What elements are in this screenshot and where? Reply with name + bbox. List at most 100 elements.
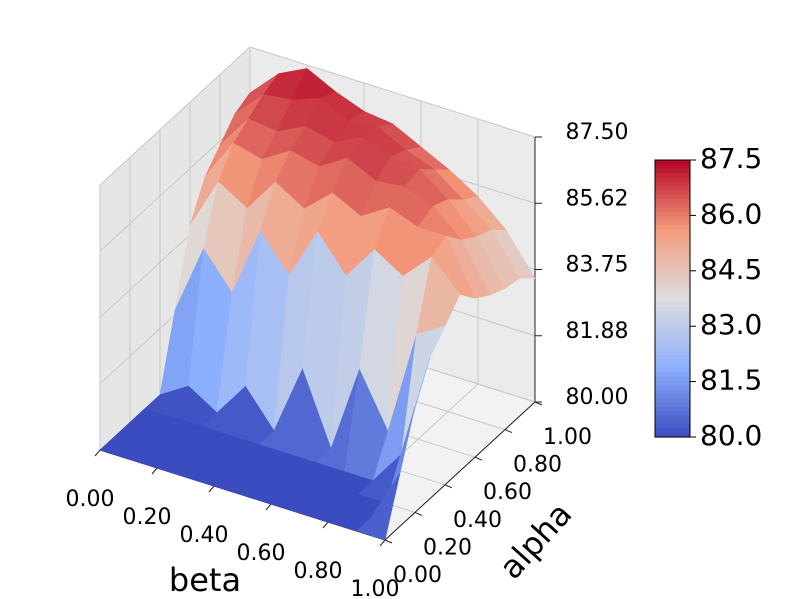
z-tick-label: 87.50 xyxy=(566,120,629,145)
x-tick xyxy=(94,449,101,457)
colorbar-segment xyxy=(655,207,690,213)
colorbar-segment xyxy=(655,385,690,390)
colorbar-segment xyxy=(655,376,690,382)
z-tick-label: 85.62 xyxy=(566,186,629,211)
colorbar-segment xyxy=(655,272,690,278)
colorbar-segment xyxy=(655,428,690,434)
colorbar-segment xyxy=(655,411,690,416)
colorbar-segment xyxy=(655,181,690,187)
colorbar-segment xyxy=(655,268,690,274)
colorbar-tick-label: 83.0 xyxy=(700,308,762,341)
colorbar-segment xyxy=(655,289,690,295)
colorbar-segment xyxy=(655,389,690,395)
y-tick-label: 0.80 xyxy=(513,453,562,478)
colorbar-tick-label: 87.5 xyxy=(700,142,762,175)
colorbar-segment xyxy=(655,354,690,360)
colorbar-segment xyxy=(655,164,690,170)
colorbar-tick-label: 86.0 xyxy=(700,197,762,230)
colorbar-segment xyxy=(655,237,690,243)
surface-facet xyxy=(355,473,401,541)
colorbar-segment xyxy=(655,359,690,365)
colorbar-segment xyxy=(655,315,690,321)
colorbar-segment xyxy=(655,424,690,429)
colorbar-segment xyxy=(655,160,690,165)
colorbar-segment xyxy=(655,324,690,330)
z-tick-label: 83.75 xyxy=(566,253,629,278)
x-tick-label: 0.40 xyxy=(180,523,229,548)
x-tick xyxy=(379,539,386,547)
colorbar-segment xyxy=(655,198,690,204)
colorbar-frame xyxy=(654,159,691,438)
colorbar-segment xyxy=(655,220,690,226)
y-axis-label: alpha xyxy=(492,495,580,586)
colorbar-segment xyxy=(655,307,690,313)
colorbar-segment xyxy=(655,285,690,291)
grid-line xyxy=(249,46,536,138)
x-tick-label: 0.80 xyxy=(294,559,343,584)
x-tick xyxy=(322,521,329,529)
y-tick xyxy=(384,539,393,544)
colorbar-segment xyxy=(655,320,690,326)
colorbar-segment xyxy=(655,281,690,287)
colorbar-segment xyxy=(655,294,690,300)
x-axis-label: beta xyxy=(169,561,241,599)
colorbar-segment xyxy=(655,177,690,183)
y-tick xyxy=(474,456,483,461)
y-tick-label: 0.40 xyxy=(453,508,502,533)
colorbar-segment xyxy=(655,393,690,399)
colorbar-segment xyxy=(655,333,690,339)
colorbar-tick-label: 84.5 xyxy=(700,253,762,286)
y-tick-label: 0.20 xyxy=(423,535,472,560)
x-tick-label: 0.60 xyxy=(237,541,286,566)
x-tick xyxy=(208,485,215,493)
colorbar-segment xyxy=(655,194,690,200)
colorbar-segment xyxy=(655,363,690,369)
colorbar-segment xyxy=(655,402,690,408)
y-tick xyxy=(414,511,423,516)
y-axis xyxy=(384,401,536,541)
colorbar-segment xyxy=(655,350,690,356)
y-tick-label: 0.60 xyxy=(483,480,532,505)
x-tick-label: 1.00 xyxy=(351,577,400,599)
colorbar-segment xyxy=(655,380,690,386)
x-tick-label: 0.00 xyxy=(66,487,115,512)
colorbar-segment xyxy=(655,172,690,178)
y-tick-label: 0.00 xyxy=(393,563,442,588)
colorbar-segment xyxy=(655,276,690,282)
colorbar-segment xyxy=(655,259,690,265)
colorbar-tick-label: 80.0 xyxy=(700,419,762,452)
colorbar-segment xyxy=(655,229,690,235)
colorbar-segment xyxy=(655,398,690,403)
z-tick-label: 80.00 xyxy=(566,385,629,410)
x-tick-label: 0.20 xyxy=(123,505,172,530)
colorbar-segment xyxy=(655,337,690,343)
colorbar-segment xyxy=(655,406,690,412)
colorbar-segment xyxy=(655,250,690,256)
colorbar-segment xyxy=(655,168,690,174)
z-tick-label: 81.88 xyxy=(566,319,629,344)
colorbar-segment xyxy=(655,190,690,196)
colorbar-segment xyxy=(655,211,690,217)
colorbar-segment xyxy=(655,255,690,261)
colorbar-segment xyxy=(655,302,690,308)
colorbar-segment xyxy=(655,328,690,334)
x-tick xyxy=(265,503,272,511)
colorbar-tick-label: 81.5 xyxy=(700,364,762,397)
colorbar-segment xyxy=(655,185,690,191)
y-tick xyxy=(504,429,513,434)
grid-line xyxy=(99,46,251,186)
colorbar-segment xyxy=(655,203,690,209)
colorbar-segment xyxy=(655,311,690,317)
colorbar-segment xyxy=(655,415,690,421)
colorbar-segment xyxy=(655,263,690,269)
colorbar-segment xyxy=(655,432,690,438)
colorbar-segment xyxy=(655,224,690,230)
colorbar-segment xyxy=(655,372,690,378)
colorbar-segment xyxy=(655,341,690,347)
colorbar-segment xyxy=(655,242,690,248)
y-tick xyxy=(444,484,453,489)
colorbar-segment xyxy=(655,298,690,304)
colorbar-segment xyxy=(655,419,690,425)
colorbar-segment xyxy=(655,246,690,252)
